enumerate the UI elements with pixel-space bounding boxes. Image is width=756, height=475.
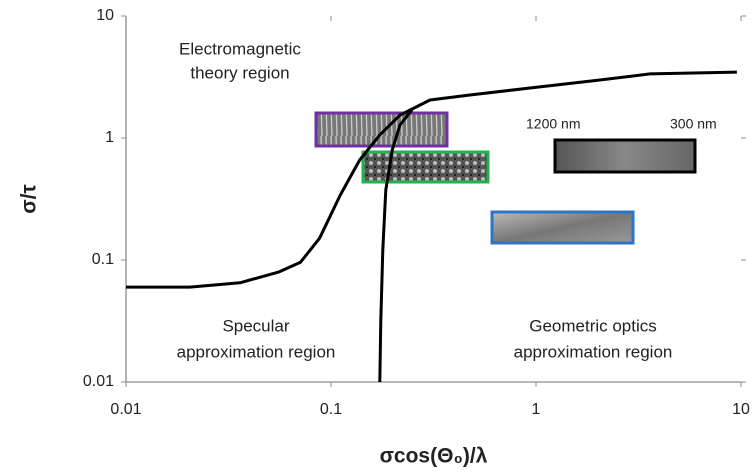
y-tick-label: 10 [96, 7, 114, 24]
inset-image [492, 212, 633, 243]
annotation: 300 nm [670, 116, 717, 132]
x-tick-label: 0.1 [320, 401, 342, 418]
x-tick-label: 1 [532, 401, 541, 418]
annotation: 1200 nm [526, 116, 580, 132]
annotation: approximation region [177, 342, 336, 361]
annotation: theory region [190, 63, 289, 82]
x-tick-label: 0.01 [110, 401, 141, 418]
annotation: Electromagnetic [179, 39, 301, 58]
inset-images [316, 113, 695, 243]
y-tick-label: 0.01 [83, 373, 114, 390]
y-axis-title: σ/τ [18, 184, 41, 214]
inset-image [363, 152, 488, 182]
x-tick-label: 10 [732, 401, 750, 418]
inset-image [555, 140, 695, 172]
annotation: Specular [222, 316, 289, 335]
y-tick-label: 1 [105, 129, 114, 146]
annotation: Geometric optics [529, 316, 657, 335]
x-axis-title: σcos(Θ₀)/λ [380, 445, 488, 468]
y-tick-label: 0.1 [92, 251, 114, 268]
annotation: approximation region [514, 342, 673, 361]
chart: 0.01 0.1 1 10 0.01 0.1 1 10 σcos(Θ₀)/λ σ/τ Electro… [0, 0, 756, 475]
inset-image [316, 113, 447, 146]
